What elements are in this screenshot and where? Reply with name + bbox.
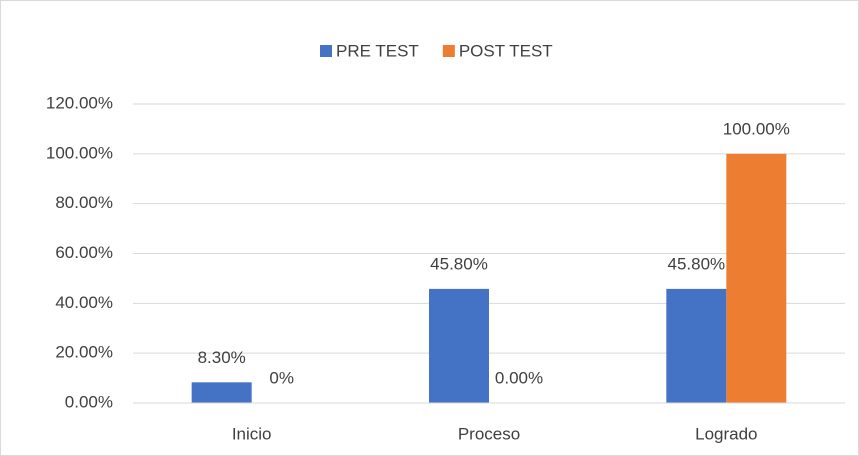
y-tick-label: 120.00% (46, 93, 113, 112)
y-tick-label: 100.00% (46, 143, 113, 162)
value-label: 8.30% (198, 348, 246, 367)
x-tick-label: Logrado (695, 424, 757, 443)
legend-label: PRE TEST (336, 41, 419, 60)
y-tick-label: 60.00% (55, 243, 113, 262)
y-tick-label: 20.00% (55, 343, 113, 362)
value-label: 45.80% (667, 254, 725, 273)
x-tick-label: Proceso (458, 424, 520, 443)
bar (191, 382, 252, 403)
y-tick-label: 80.00% (55, 193, 113, 212)
legend-swatch (320, 45, 332, 57)
y-tick-label: 0.00% (65, 392, 113, 411)
value-label: 0.00% (495, 368, 543, 387)
value-label: 100.00% (723, 119, 790, 138)
x-tick-label: Inicio (232, 424, 272, 443)
bar (726, 153, 787, 403)
bar (666, 288, 727, 403)
value-label: 0% (269, 368, 294, 387)
y-tick-label: 40.00% (55, 293, 113, 312)
bar (429, 288, 489, 403)
legend-swatch (442, 45, 455, 57)
legend-label: POST TEST (459, 41, 553, 60)
value-label: 45.80% (430, 254, 488, 273)
